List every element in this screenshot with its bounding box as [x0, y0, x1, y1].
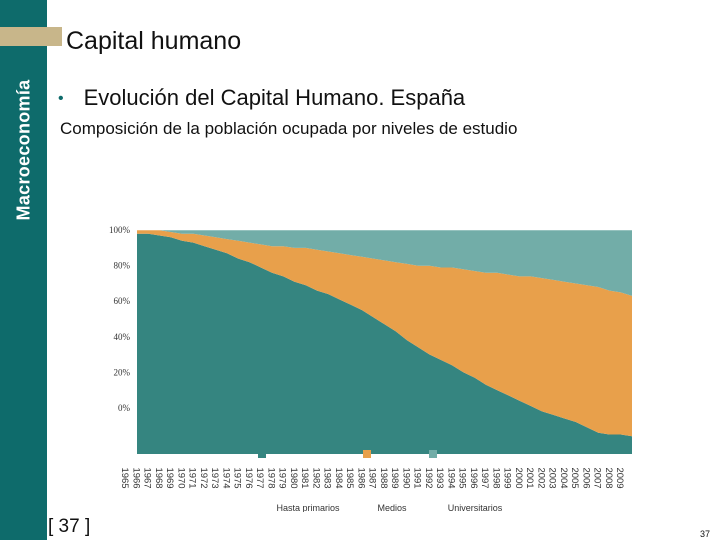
y-tick-label: 40% [114, 332, 131, 342]
page-number: 37 [700, 529, 711, 539]
x-tick-label: 1992 [423, 467, 434, 488]
x-tick-label: 1986 [355, 467, 366, 488]
x-tick-label: 1975 [232, 467, 243, 488]
legend-label: Medios [377, 503, 407, 512]
x-tick-label: 1984 [333, 467, 344, 488]
area-hasta-primarios [137, 233, 632, 454]
page-title: Capital humano [66, 27, 242, 55]
x-tick-label: 1998 [490, 467, 501, 488]
y-tick-label: 20% [114, 367, 131, 377]
x-tick-label: 1976 [243, 467, 254, 488]
x-tick-label: 1993 [434, 467, 445, 488]
x-tick-label: 1985 [344, 467, 355, 488]
x-tick-label: 2001 [524, 467, 535, 488]
legend-label: Hasta primarios [276, 503, 340, 512]
x-tick-label: 1970 [175, 467, 186, 488]
slide-number: [ 37 ] [48, 516, 91, 537]
bullet-heading: • Evolución del Capital Humano. España [58, 85, 465, 111]
x-tick-label: 2000 [513, 467, 524, 488]
x-tick-label: 1991 [412, 467, 423, 488]
stacked-area-chart: 100%80%60%40%20%0%1965 1966 1967 1968 1969 19… [109, 225, 632, 513]
x-tick-label: 1977 [254, 467, 265, 488]
y-tick-label: 80% [114, 261, 131, 271]
x-tick-label: 1965 [119, 467, 130, 488]
legend-label: Universitarios [448, 503, 503, 512]
y-tick-label: 0% [118, 403, 131, 413]
x-tick-label: 2005 [569, 467, 580, 488]
x-tick-label: 2002 [535, 467, 546, 488]
bullet-text: Evolución del Capital Humano. España [83, 85, 466, 110]
x-tick-label: 2009 [614, 467, 625, 488]
y-tick-label: 100% [109, 225, 131, 235]
x-tick-label: 1994 [445, 467, 456, 488]
x-tick-label: 1969 [164, 467, 175, 488]
x-tick-label: 1982 [310, 467, 321, 488]
legend-swatch [429, 450, 437, 458]
bullet-icon: • [58, 90, 64, 108]
x-tick-label: 1966 [130, 467, 141, 488]
title-accent-bar [0, 27, 62, 46]
y-tick-label: 60% [114, 296, 131, 306]
sidebar-label: Macroeconomía [13, 79, 34, 221]
x-tick-label: 1971 [187, 467, 198, 488]
x-tick-label: 1989 [389, 467, 400, 488]
x-tick-label: 1995 [457, 467, 468, 488]
chart-subtitle: Composición de la población ocupada por … [60, 119, 518, 138]
x-tick-label: 2003 [547, 467, 558, 488]
area-universitarios [137, 230, 632, 296]
legend-swatch [258, 450, 266, 458]
x-tick-label: 2007 [592, 467, 603, 488]
x-tick-label: 1983 [322, 467, 333, 488]
x-tick-label: 1990 [400, 467, 411, 488]
x-tick-label: 2006 [580, 467, 591, 488]
x-tick-label: 1973 [209, 467, 220, 488]
x-tick-label: 1978 [265, 467, 276, 488]
sidebar: Macroeconomía [0, 0, 47, 540]
x-tick-label: 1979 [277, 467, 288, 488]
x-tick-label: 1968 [153, 467, 164, 488]
x-tick-label: 1981 [299, 467, 310, 488]
x-tick-label: 2004 [558, 467, 569, 488]
x-tick-label: 1997 [479, 467, 490, 488]
legend-swatch [363, 450, 371, 458]
x-tick-label: 1996 [468, 467, 479, 488]
chart: 100% 80% 60% 40% 20% 0% 1965 1966 1967 1968 1969 19… [90, 180, 650, 517]
x-tick-label: 1974 [220, 467, 231, 488]
x-tick-label: 1980 [288, 467, 299, 488]
x-tick-label: 1972 [198, 467, 209, 488]
x-tick-label: 2008 [603, 467, 614, 488]
x-tick-label: 1988 [378, 467, 389, 488]
x-tick-label: 1999 [502, 467, 513, 488]
x-tick-label: 1987 [367, 467, 378, 488]
x-tick-label: 1967 [142, 467, 153, 488]
area-medios [137, 230, 632, 437]
